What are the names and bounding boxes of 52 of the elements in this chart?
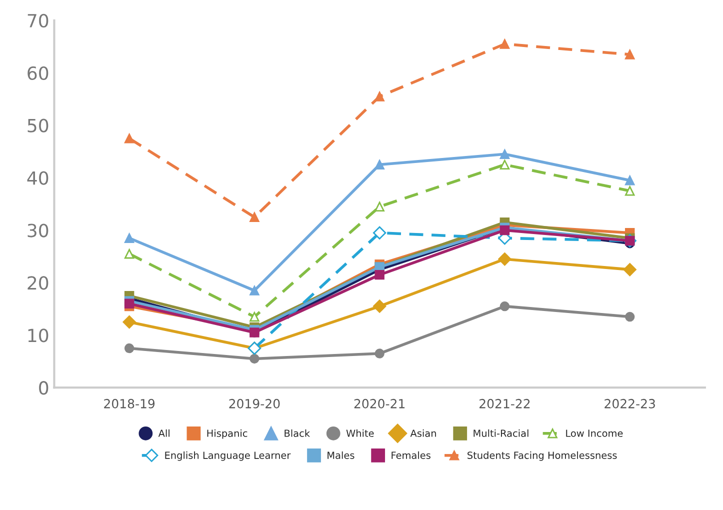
point <box>500 160 510 170</box>
legend-label: Females <box>392 451 430 459</box>
point <box>124 134 134 144</box>
legend-label: White <box>346 429 374 437</box>
point <box>124 343 134 354</box>
legend-label: Black <box>284 429 310 437</box>
point <box>623 262 636 276</box>
point <box>122 315 136 329</box>
point <box>250 354 260 364</box>
x-tick-label: 2020-21 <box>354 398 405 408</box>
y-tick-label: 50 <box>28 118 48 132</box>
legend-label: English Language Learner <box>165 451 291 461</box>
legend-label: Asian <box>410 429 436 437</box>
legend-label: Students Facing Homelessness <box>468 451 617 461</box>
point <box>250 212 260 222</box>
point <box>374 92 384 102</box>
point <box>250 286 260 296</box>
x-tick-label: 2019-20 <box>229 398 280 408</box>
y-tick-label: 30 <box>28 224 48 238</box>
point <box>124 233 134 243</box>
y-tick-label: 0 <box>39 381 48 395</box>
y-tick-label: 40 <box>27 171 48 185</box>
point <box>124 248 134 259</box>
point <box>624 176 635 186</box>
y-tick-label: 70 <box>28 14 48 28</box>
legend-label: Hispanic <box>207 429 248 439</box>
legend-label: Low Income <box>566 430 623 437</box>
y-tick-label: 20 <box>28 276 48 290</box>
point <box>500 301 510 312</box>
x-tick-label: 2022-23 <box>604 398 655 408</box>
point <box>250 312 260 322</box>
point <box>374 270 384 280</box>
point <box>374 348 384 358</box>
x-tick-label: 2018-19 <box>104 398 155 408</box>
point <box>500 149 510 160</box>
legend-label: Multi-Racial <box>474 429 528 437</box>
point <box>624 312 635 322</box>
legend-label: All <box>158 429 170 437</box>
legend-label: Males <box>328 451 354 459</box>
point <box>624 50 635 60</box>
point <box>498 252 512 266</box>
point <box>372 226 386 240</box>
y-tick-label: 10 <box>28 328 48 342</box>
point <box>372 300 386 313</box>
point <box>500 225 510 236</box>
point <box>374 160 384 170</box>
point <box>624 186 635 196</box>
y-tick-label: 60 <box>28 66 48 80</box>
point <box>374 202 384 212</box>
x-tick-label: 2021-22 <box>480 398 530 408</box>
point <box>500 39 510 49</box>
point <box>124 298 134 309</box>
